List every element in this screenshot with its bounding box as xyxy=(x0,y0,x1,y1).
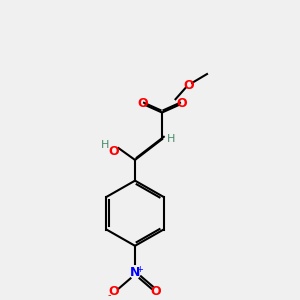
Text: O: O xyxy=(109,145,119,158)
Text: H: H xyxy=(167,134,175,144)
Text: N: N xyxy=(130,266,140,279)
Text: O: O xyxy=(109,285,119,298)
Text: +: + xyxy=(136,265,143,274)
Text: O: O xyxy=(137,97,148,110)
Text: H: H xyxy=(101,140,109,150)
Text: -: - xyxy=(108,290,111,300)
Text: O: O xyxy=(184,80,194,92)
Text: O: O xyxy=(176,97,187,110)
Text: O: O xyxy=(151,285,161,298)
